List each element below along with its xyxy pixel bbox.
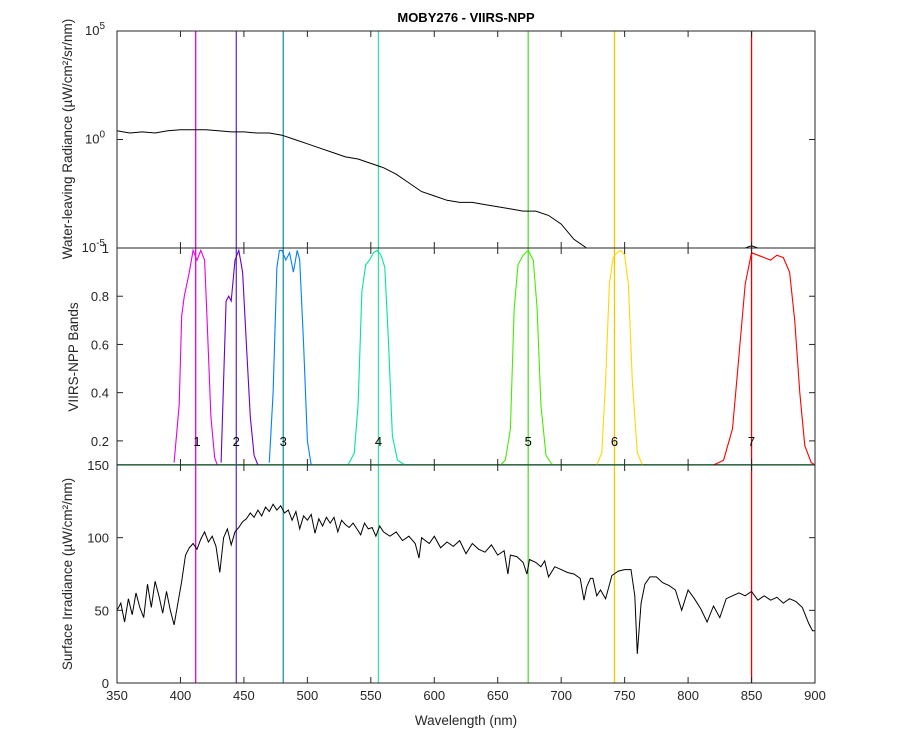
x-tick-label: 650	[487, 688, 509, 703]
band-label-5: 5	[525, 434, 532, 449]
bands-y-tick-label: 0.8	[91, 289, 109, 304]
radiance-x-ticks	[116, 31, 816, 248]
bands-y-tick-label: 0.4	[91, 386, 109, 401]
x-tick-label: 350	[106, 688, 128, 703]
irradiance-y-tick-label: 50	[95, 603, 109, 618]
bands-y-ticks: 0.2 0.4 0.6 0.8 1	[91, 241, 815, 449]
band-response-5	[499, 249, 553, 466]
band-response-1	[173, 248, 218, 466]
irradiance-y-tick-label: 0	[102, 676, 109, 691]
irradiance-y-tick-label: 150	[87, 458, 109, 473]
x-axis-label: Wavelength (nm)	[415, 713, 517, 728]
x-tick-label: 750	[614, 688, 636, 703]
x-tick-label: 800	[677, 688, 699, 703]
irradiance-line	[116, 503, 815, 654]
x-tick-label: 550	[360, 688, 382, 703]
irradiance-band-markers	[195, 465, 753, 683]
irradiance-y-ticks: 0 50 100 150	[87, 458, 815, 691]
radiance-plot-area	[117, 31, 815, 248]
bands-y-tick-label: 1	[102, 241, 109, 256]
x-tick-label: 450	[233, 688, 255, 703]
band-label-3: 3	[280, 434, 287, 449]
band-response-6	[596, 249, 643, 466]
bands-panel: 1 2 3 4 5 6 7 0.2 0.4 0.6 0.8 1 VIIRS-NPP Bands	[66, 241, 816, 466]
band-label-4: 4	[375, 434, 382, 449]
x-tick-label: 700	[550, 688, 572, 703]
band-response-4	[347, 249, 406, 466]
bands-y-axis-label: VIIRS-NPP Bands	[66, 302, 81, 412]
bands-x-ticks	[116, 248, 816, 465]
irradiance-panel: 0 50 100 150 350 400 450 500 550 600 650 700 750 800…	[60, 458, 826, 728]
irradiance-series	[116, 503, 815, 654]
band-response-7	[713, 252, 816, 466]
x-tick-label: 850	[741, 688, 763, 703]
band-label-7: 7	[748, 434, 755, 449]
band-response-3	[268, 249, 312, 466]
band-label-6: 6	[611, 434, 618, 449]
irradiance-y-tick-label: 100	[87, 531, 109, 546]
irradiance-x-ticks: 350 400 450 500 550 600 650 700 750 800 850 900	[106, 465, 826, 703]
band-response-2	[220, 248, 259, 466]
radiance-y-tick-label: 105	[85, 21, 105, 38]
band-label-1: 1	[193, 434, 200, 449]
chart-title: MOBY276 - VIIRS-NPP	[397, 10, 535, 25]
irradiance-axes-box	[116, 464, 816, 684]
x-tick-label: 900	[804, 688, 826, 703]
radiance-panel: 10-5 100 105 MOBY276 - VIIRS-NPP Water-lea…	[60, 10, 816, 260]
x-tick-label: 600	[423, 688, 445, 703]
bands-markers	[195, 248, 753, 465]
radiance-y-tick-label: 100	[85, 130, 105, 147]
x-tick-label: 500	[297, 688, 319, 703]
radiance-y-tick-label: 10-5	[82, 238, 106, 255]
radiance-y-axis-label: Water-leaving Radiance (µW/cm²/sr/nm)	[60, 19, 75, 260]
x-tick-label: 400	[170, 688, 192, 703]
band-label-2: 2	[233, 434, 240, 449]
band-number-labels: 1 2 3 4 5 6 7	[193, 434, 755, 449]
bands-y-tick-label: 0.6	[91, 337, 109, 352]
irradiance-y-axis-label: Surface Irradiance (µW/cm²/nm)	[60, 478, 75, 670]
radiance-band-markers	[195, 31, 753, 248]
bands-y-tick-label: 0.2	[91, 434, 109, 449]
